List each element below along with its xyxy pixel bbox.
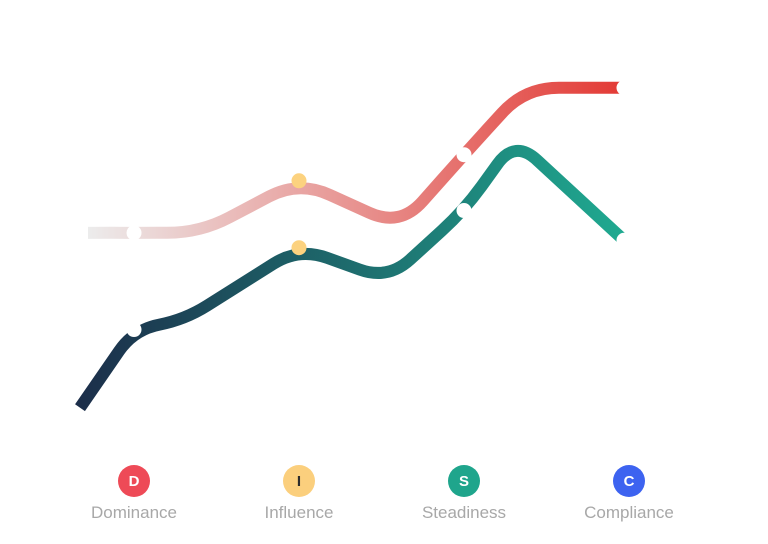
dominance-letter: D — [128, 472, 140, 490]
series-lower-point-dominance — [126, 322, 142, 338]
category-compliance: C Compliance — [549, 465, 709, 523]
series-lower-point-compliance — [616, 232, 632, 248]
influence-letter: I — [296, 472, 302, 490]
series-upper-point-influence — [291, 173, 307, 189]
influence-label: Influence — [264, 503, 334, 522]
series-upper-point-steadiness — [456, 147, 472, 163]
dominance-badge: D — [118, 465, 150, 497]
compliance-letter: C — [623, 472, 635, 490]
compliance-badge: C — [613, 465, 645, 497]
steadiness-badge: S — [448, 465, 480, 497]
category-influence: I Influence — [219, 465, 379, 523]
series-upper-line — [87, 81, 625, 239]
series-lower-point-influence — [291, 240, 307, 256]
compliance-label: Compliance — [584, 503, 674, 522]
steadiness-letter: S — [458, 472, 469, 490]
steadiness-label: Steadiness — [421, 503, 507, 522]
influence-badge: I — [283, 465, 315, 497]
dominance-label: Dominance — [91, 503, 177, 522]
series-upper-point-dominance — [126, 225, 142, 241]
series-lower-point-steadiness — [456, 203, 472, 219]
category-dominance: D Dominance — [54, 465, 214, 523]
series-lower-line — [75, 145, 629, 412]
series-upper-point-compliance — [616, 80, 632, 96]
category-steadiness: S Steadiness — [384, 465, 544, 523]
